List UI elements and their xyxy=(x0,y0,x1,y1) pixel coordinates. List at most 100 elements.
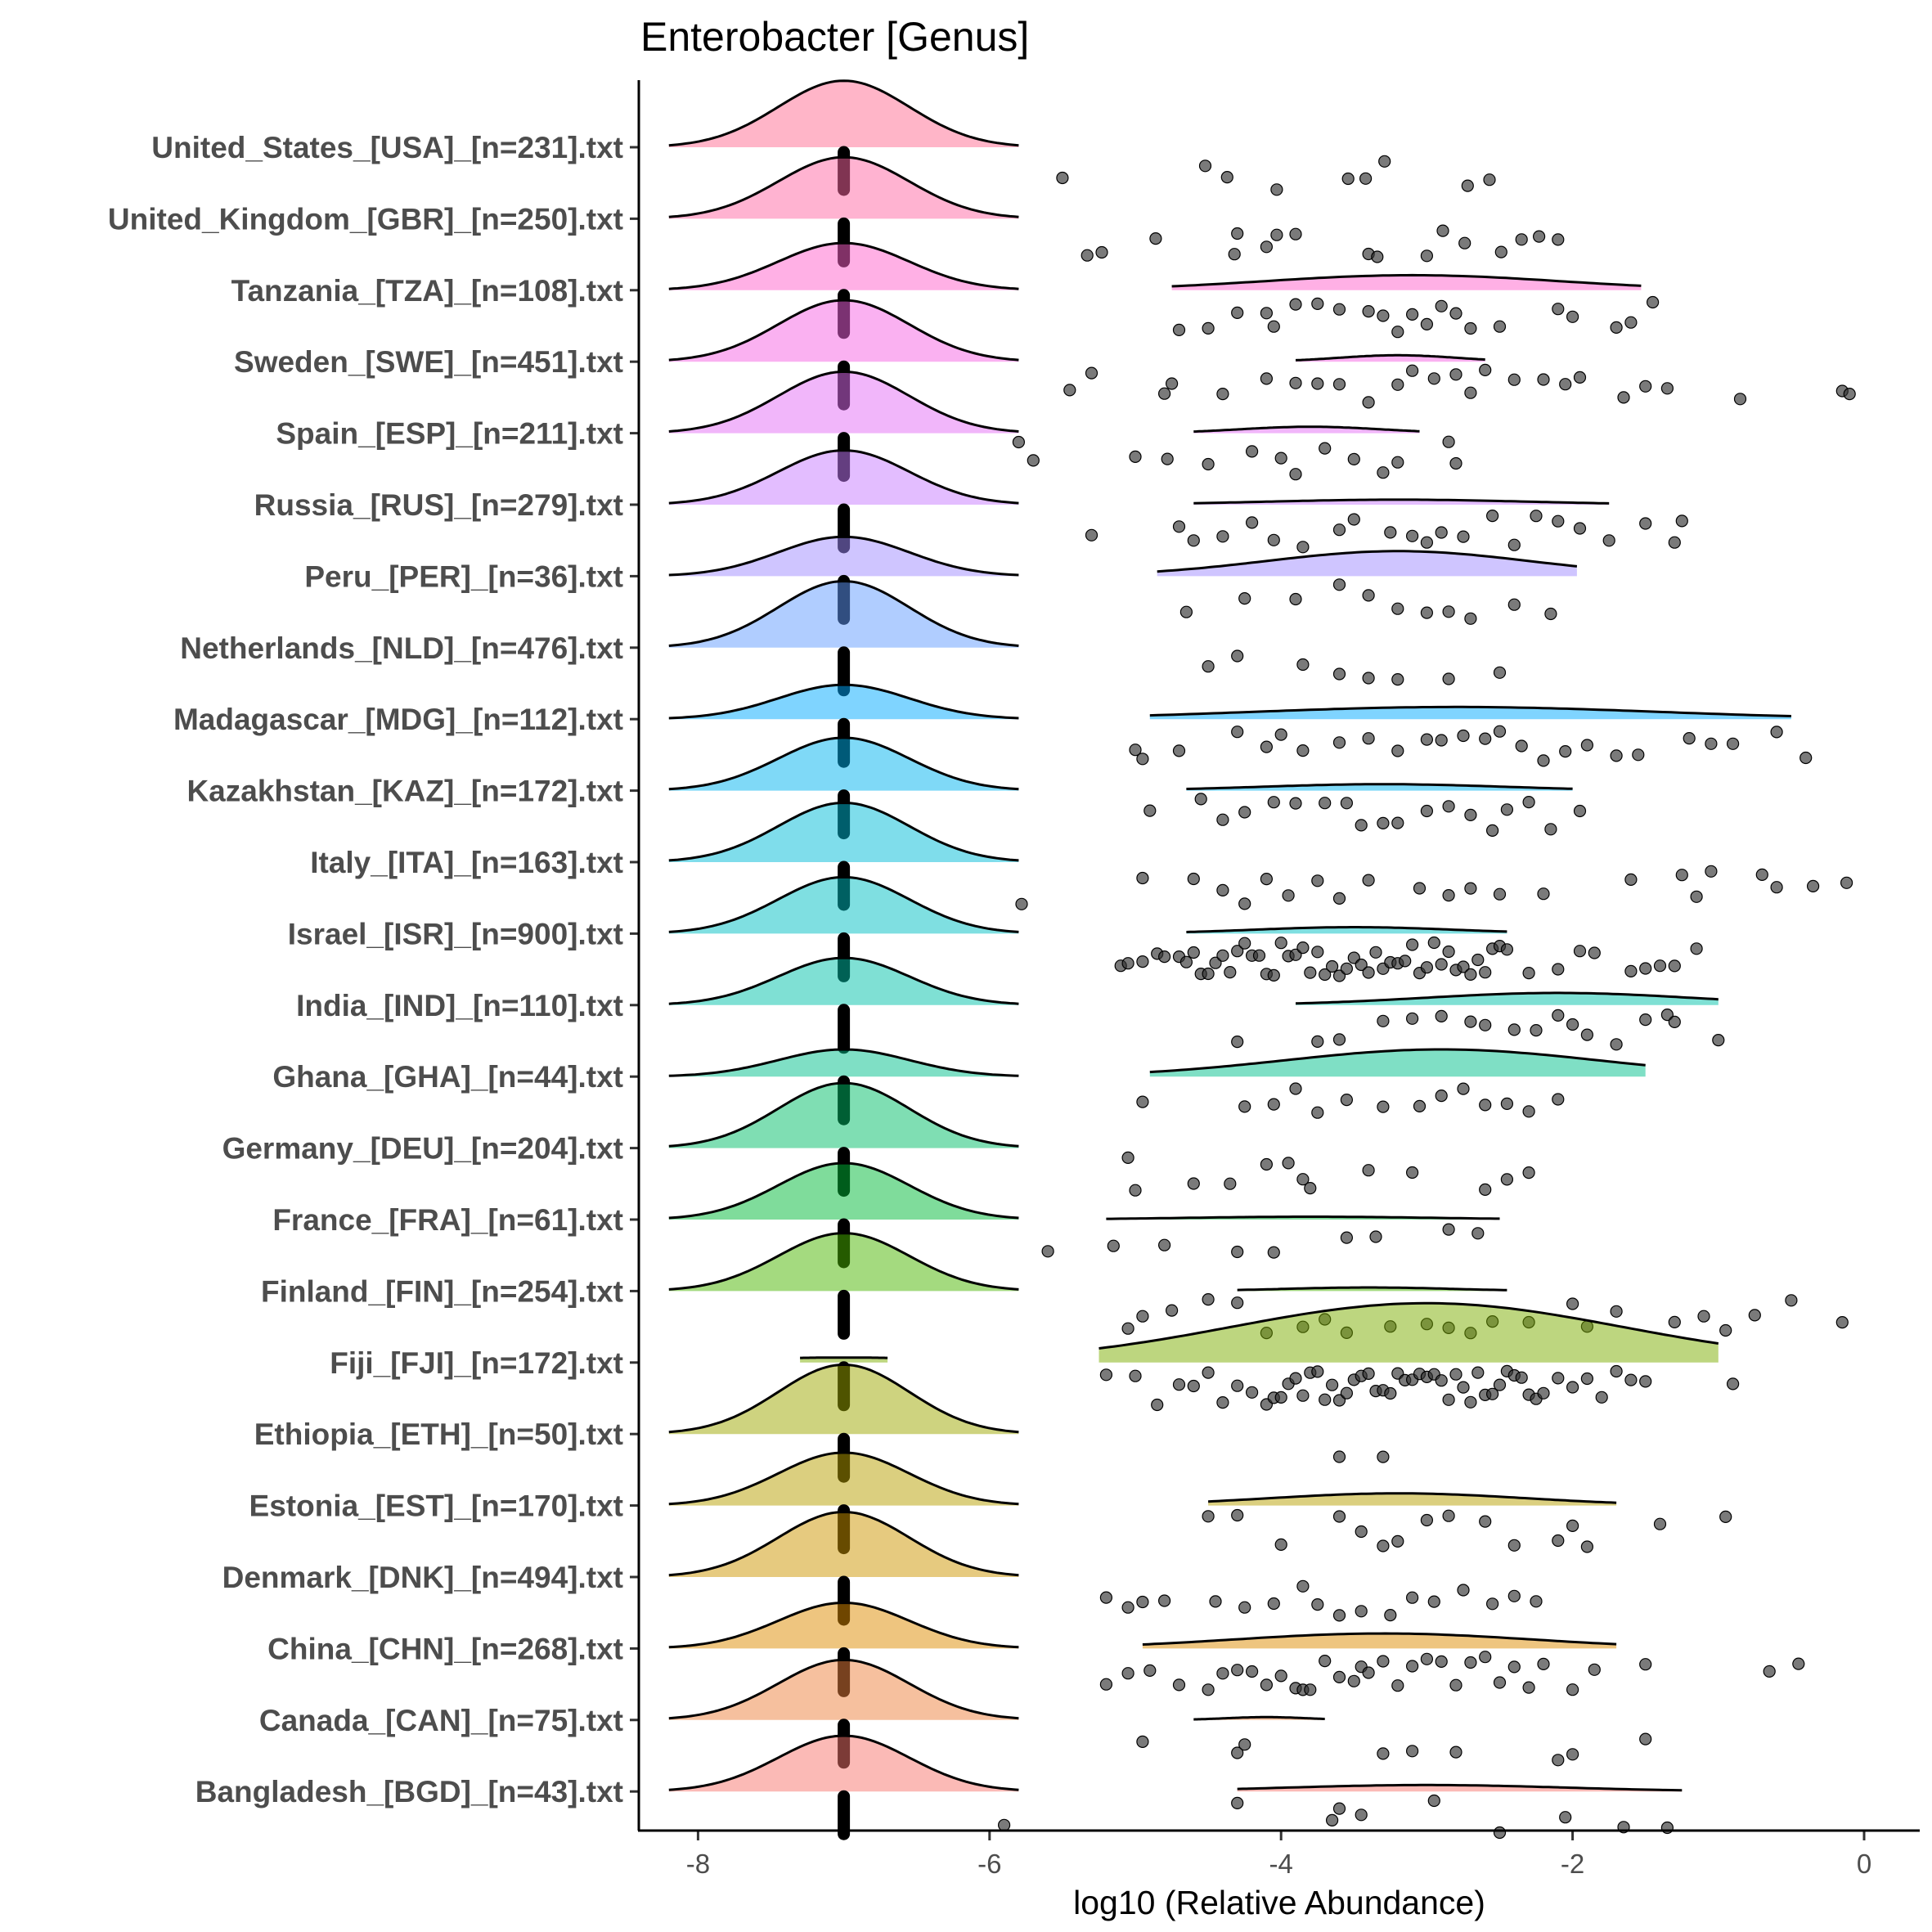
data-point xyxy=(1479,1515,1492,1528)
data-point xyxy=(1332,1510,1346,1523)
data-point xyxy=(1602,534,1615,547)
data-point xyxy=(1121,1601,1134,1614)
data-point xyxy=(1267,320,1280,333)
data-point xyxy=(1464,1015,1477,1028)
data-point xyxy=(1157,387,1171,400)
data-point xyxy=(1231,1746,1244,1759)
data-point xyxy=(1457,960,1470,973)
data-point xyxy=(1624,316,1638,329)
row-group xyxy=(668,1601,1805,1697)
data-point xyxy=(1172,520,1186,533)
data-point xyxy=(1449,307,1462,320)
abundance-density-ridge-outline xyxy=(1171,273,1642,288)
abundance-density-ridge-outline xyxy=(1193,1715,1325,1721)
data-point xyxy=(1216,1395,1229,1409)
data-point xyxy=(1347,513,1360,526)
data-point xyxy=(1668,536,1681,549)
data-point xyxy=(1507,1023,1521,1036)
chart-title: Enterobacter [Genus] xyxy=(640,14,1029,60)
data-point xyxy=(1332,1802,1346,1815)
data-point xyxy=(1340,962,1354,975)
data-point xyxy=(1311,297,1324,310)
data-point xyxy=(1136,1595,1149,1609)
data-point xyxy=(1646,295,1660,309)
data-point xyxy=(1427,1794,1440,1808)
data-point xyxy=(1216,1667,1229,1680)
data-point xyxy=(1332,1609,1346,1622)
data-point xyxy=(1799,751,1813,765)
data-point xyxy=(1377,1100,1390,1113)
data-point xyxy=(1238,937,1251,950)
data-point xyxy=(1435,958,1448,971)
data-point xyxy=(1435,734,1448,747)
data-point xyxy=(1202,1510,1215,1523)
row-group xyxy=(668,1734,1683,1840)
data-point xyxy=(1332,1450,1346,1463)
data-point xyxy=(1485,1387,1499,1400)
data-point xyxy=(1274,1391,1287,1404)
zero-density-ridge-outline xyxy=(668,1451,1019,1506)
abundance-density-ridge-outline xyxy=(1149,1048,1646,1074)
data-point xyxy=(1522,1166,1535,1179)
data-point xyxy=(1289,468,1302,481)
data-point xyxy=(1639,1013,1652,1027)
data-point xyxy=(1289,592,1302,606)
abundance-density-ridge-fill xyxy=(1099,1303,1719,1363)
data-point xyxy=(1544,823,1557,836)
data-point xyxy=(1494,245,1507,258)
zero-density-ridge-fill xyxy=(668,1602,1019,1649)
data-point xyxy=(1588,1663,1601,1676)
data-point xyxy=(1624,873,1638,887)
data-point xyxy=(1493,320,1507,333)
abundance-density-ridge-outline xyxy=(1186,926,1507,933)
data-point xyxy=(1522,1105,1535,1118)
data-point xyxy=(1362,1164,1375,1177)
data-point xyxy=(1457,1381,1470,1394)
data-point xyxy=(1136,1735,1149,1748)
data-point xyxy=(1391,1679,1404,1692)
row-group xyxy=(668,683,1813,768)
row-group xyxy=(668,1081,1535,1197)
data-point xyxy=(1449,368,1462,381)
zero-density-ridge-fill xyxy=(668,80,1019,147)
data-point xyxy=(1136,1095,1149,1108)
data-point xyxy=(1107,1239,1120,1252)
data-point xyxy=(1552,303,1565,316)
data-point xyxy=(1209,1595,1222,1608)
data-point xyxy=(1220,171,1233,184)
data-point xyxy=(1340,1093,1354,1107)
data-point xyxy=(1530,1023,1543,1037)
data-point xyxy=(1552,963,1565,976)
data-point xyxy=(1610,1038,1623,1051)
data-point xyxy=(1296,1389,1310,1402)
data-point xyxy=(1202,321,1215,335)
data-point xyxy=(1442,800,1455,813)
data-point xyxy=(1340,797,1354,810)
data-point xyxy=(1705,865,1718,878)
data-point xyxy=(1479,1018,1492,1031)
zero-density-ridge-outline xyxy=(668,1161,1019,1220)
data-point xyxy=(1515,739,1528,753)
data-point xyxy=(1267,968,1280,982)
data-point xyxy=(1384,1608,1397,1622)
data-point xyxy=(1493,887,1507,901)
zero-density-ridge-fill xyxy=(668,802,1019,862)
data-point xyxy=(1464,386,1477,399)
data-point xyxy=(1712,1033,1725,1047)
data-point xyxy=(1260,372,1274,385)
data-point xyxy=(1157,950,1171,964)
data-point xyxy=(1405,1660,1419,1673)
data-point xyxy=(1198,160,1212,173)
data-point xyxy=(1690,890,1703,903)
abundance-density-ridge-outline xyxy=(1237,1286,1507,1292)
data-point xyxy=(1027,454,1040,467)
data-point xyxy=(1332,667,1346,681)
data-point xyxy=(1311,1365,1324,1378)
data-point xyxy=(1341,172,1355,186)
data-point xyxy=(1660,382,1674,395)
x-tick-label: -2 xyxy=(1561,1849,1584,1879)
data-point xyxy=(1267,533,1280,546)
data-point xyxy=(1332,1033,1346,1046)
data-point xyxy=(1580,1372,1594,1386)
zero-density-ridge-fill xyxy=(668,537,1019,577)
